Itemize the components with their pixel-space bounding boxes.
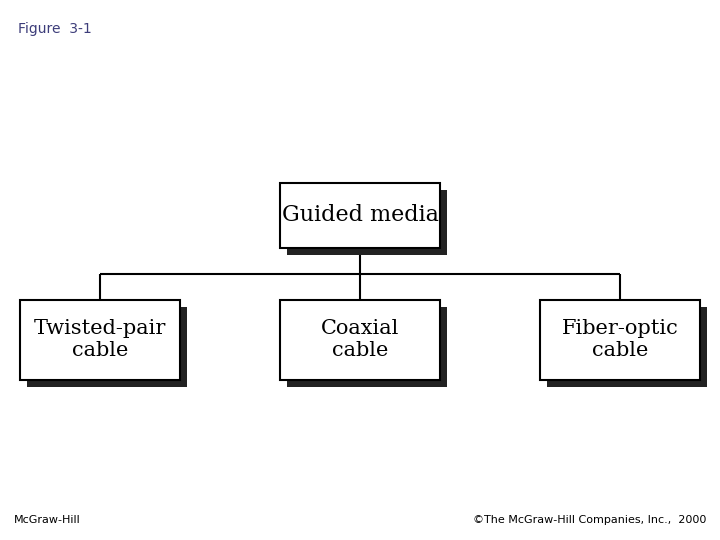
Text: Guided media: Guided media <box>282 204 438 226</box>
Text: ©The McGraw-Hill Companies, Inc.,  2000: ©The McGraw-Hill Companies, Inc., 2000 <box>472 515 706 525</box>
FancyBboxPatch shape <box>280 300 440 380</box>
FancyBboxPatch shape <box>540 300 700 380</box>
Text: Figure  3-1: Figure 3-1 <box>18 22 91 36</box>
FancyBboxPatch shape <box>287 190 447 254</box>
FancyBboxPatch shape <box>27 307 187 387</box>
Text: Fiber-optic
cable: Fiber-optic cable <box>562 320 678 361</box>
FancyBboxPatch shape <box>20 300 180 380</box>
FancyBboxPatch shape <box>280 183 440 247</box>
FancyBboxPatch shape <box>287 307 447 387</box>
Text: Coaxial
cable: Coaxial cable <box>321 320 399 361</box>
FancyBboxPatch shape <box>547 307 707 387</box>
Text: Twisted-pair
cable: Twisted-pair cable <box>34 320 166 361</box>
Text: McGraw-Hill: McGraw-Hill <box>14 515 81 525</box>
